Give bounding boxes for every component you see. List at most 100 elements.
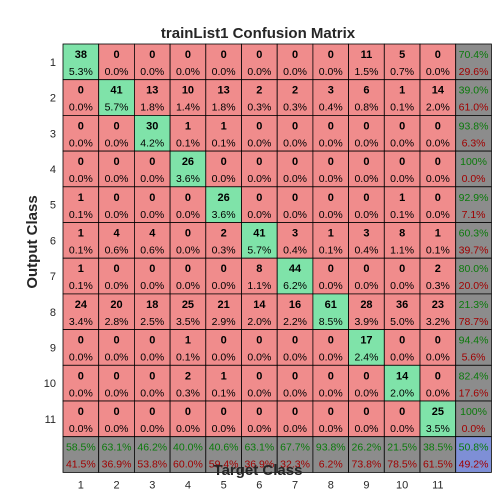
cell-bg xyxy=(348,257,385,295)
cell-bg xyxy=(241,186,278,223)
cell-value: 61 xyxy=(325,299,337,311)
cell-percent: 4.2% xyxy=(140,137,164,149)
cell-value: 0 xyxy=(435,120,441,132)
cell-value: 1 xyxy=(221,370,227,382)
x-tick-label: 3 xyxy=(149,479,155,491)
cell-percent: 0.0% xyxy=(69,423,93,435)
col-summary-bg xyxy=(241,436,278,473)
x-tick-label: 9 xyxy=(363,479,369,491)
cell-bg xyxy=(205,186,242,223)
cell-value: 30 xyxy=(146,120,158,132)
cell-bg xyxy=(241,400,278,438)
cell-2-10: 1 0.1% xyxy=(383,79,421,116)
row-summary-percent: 6.3% xyxy=(462,137,486,149)
cell-10-10: 14 2.0% xyxy=(383,364,421,402)
cell-1-5: 0 0.0% xyxy=(205,43,242,81)
row-summary-percent: 5.6% xyxy=(462,352,486,364)
cell-percent: 0.0% xyxy=(105,423,129,435)
cell-percent: 0.3% xyxy=(212,245,236,257)
cell-11-11: 25 3.5% xyxy=(419,400,457,438)
cell-percent: 0.6% xyxy=(105,245,129,257)
y-tick-label: 8 xyxy=(50,307,56,319)
row-summary-5-12: 92.9% 7.1% xyxy=(455,186,492,223)
cell-value: 0 xyxy=(78,156,84,168)
cell-value: 2 xyxy=(435,263,441,275)
row-summary-percent: 0.0% xyxy=(462,173,486,185)
col-summary-value: 40.6% xyxy=(209,442,239,454)
cell-6-10: 8 1.1% xyxy=(383,222,421,259)
col-summary-bg xyxy=(98,436,135,473)
cell-value: 0 xyxy=(363,263,369,275)
cell-percent: 0.0% xyxy=(283,209,307,221)
cell-8-4: 25 3.5% xyxy=(169,293,207,330)
cell-value: 0 xyxy=(78,370,84,382)
col-summary-percent: 73.8% xyxy=(352,459,382,471)
cell-2-9: 6 0.8% xyxy=(348,79,385,116)
cell-bg xyxy=(98,329,135,366)
cell-value: 13 xyxy=(218,85,230,97)
cell-value: 26 xyxy=(218,192,230,204)
cell-9-3: 0 0.0% xyxy=(133,329,171,366)
cell-bg xyxy=(241,79,278,116)
cell-percent: 0.0% xyxy=(105,209,129,221)
cell-value: 0 xyxy=(113,120,119,132)
x-tick-label: 4 xyxy=(185,479,191,491)
cell-percent: 0.0% xyxy=(319,387,343,399)
col-summary-percent: 60.0% xyxy=(173,459,203,471)
cell-7-9: 0 0.0% xyxy=(348,257,385,295)
cell-value: 0 xyxy=(113,263,119,275)
cell-bg xyxy=(62,329,100,366)
cell-percent: 0.0% xyxy=(69,173,93,185)
cell-bg xyxy=(276,329,314,366)
cell-value: 5 xyxy=(399,49,405,61)
cell-3-5: 1 0.1% xyxy=(205,115,242,152)
cell-value: 0 xyxy=(149,192,155,204)
cell-percent: 0.0% xyxy=(390,280,414,292)
cell-bg xyxy=(419,150,457,188)
cell-percent: 0.0% xyxy=(212,66,236,78)
cell-value: 0 xyxy=(185,228,191,240)
cell-percent: 2.2% xyxy=(283,316,307,328)
cell-percent: 0.0% xyxy=(69,387,93,399)
cell-bg xyxy=(383,43,421,81)
cell-bg xyxy=(241,43,278,81)
cell-7-11: 2 0.3% xyxy=(419,257,457,295)
cell-4-9: 0 0.0% xyxy=(348,150,385,188)
cell-bg xyxy=(98,364,135,402)
row-summary-10-12: 82.4% 17.6% xyxy=(455,364,492,402)
cell-percent: 0.3% xyxy=(426,280,450,292)
cell-value: 0 xyxy=(149,335,155,347)
cell-percent: 0.0% xyxy=(283,423,307,435)
col-summary-value: 40.0% xyxy=(173,442,203,454)
row-summary-percent: 78.7% xyxy=(459,316,489,328)
cell-percent: 0.0% xyxy=(319,173,343,185)
cell-value: 0 xyxy=(328,406,334,418)
row-summary-bg xyxy=(455,329,492,366)
row-summary-bg xyxy=(455,222,492,259)
cell-4-10: 0 0.0% xyxy=(383,150,421,188)
cell-percent: 0.0% xyxy=(390,137,414,149)
cell-value: 0 xyxy=(435,192,441,204)
cell-3-9: 0 0.0% xyxy=(348,115,385,152)
cell-percent: 0.0% xyxy=(69,137,93,149)
y-tick-label: 11 xyxy=(45,414,56,426)
col-summary-bg xyxy=(312,436,349,473)
cell-8-8: 61 8.5% xyxy=(312,293,349,330)
cell-percent: 2.4% xyxy=(354,352,378,364)
cell-percent: 0.0% xyxy=(105,173,129,185)
cell-bg xyxy=(169,115,207,152)
cell-bg xyxy=(348,79,385,116)
cell-bg xyxy=(62,186,100,223)
col-summary-value: 26.2% xyxy=(352,442,382,454)
x-tick-label: 7 xyxy=(292,479,298,491)
row-summary-3-12: 93.8% 6.3% xyxy=(455,115,492,152)
overall-bg xyxy=(455,436,492,473)
cell-bg xyxy=(205,115,242,152)
cell-value: 1 xyxy=(328,228,334,240)
cell-percent: 0.3% xyxy=(283,102,307,114)
cell-percent: 3.6% xyxy=(176,173,200,185)
row-summary-percent: 20.0% xyxy=(459,280,489,292)
cell-value: 4 xyxy=(113,228,120,240)
cell-percent: 0.0% xyxy=(426,173,450,185)
cell-bg xyxy=(98,43,135,81)
